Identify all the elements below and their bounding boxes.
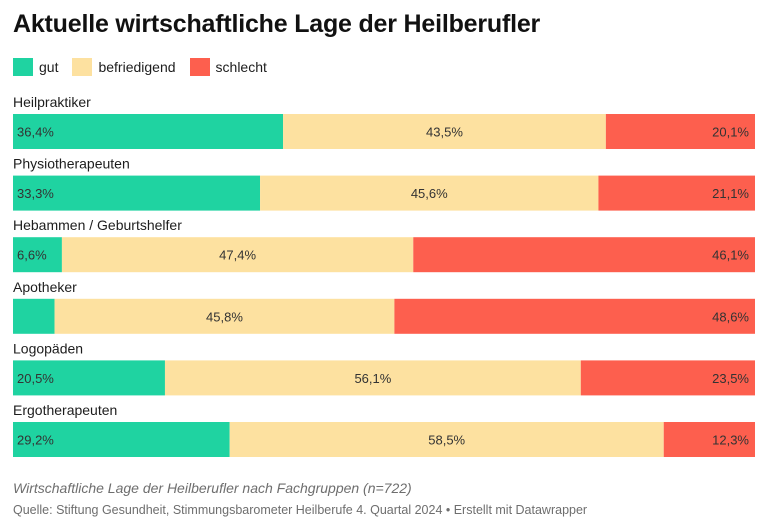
legend-label: schlecht xyxy=(215,59,267,75)
data-label: 21,1% xyxy=(712,186,749,201)
bar-segment-gut xyxy=(13,422,230,457)
bar-segment-befriedigend xyxy=(229,422,664,457)
bar-segment-gut xyxy=(13,175,261,211)
bar-segment-schlecht xyxy=(663,422,755,457)
bar-segment-schlecht xyxy=(580,360,755,396)
data-label: 56,1% xyxy=(354,371,391,386)
data-label: 43,5% xyxy=(426,125,463,140)
data-label: 23,5% xyxy=(712,371,749,386)
data-label: 12,3% xyxy=(712,433,749,448)
bar-segment-befriedigend xyxy=(283,114,606,149)
category-label: Heilpraktiker xyxy=(13,94,91,110)
bar-segment-gut xyxy=(13,360,165,396)
category-label: Hebammen / Geburtshelfer xyxy=(13,217,182,233)
bar-segment-gut xyxy=(13,237,62,273)
legend-label: befriedigend xyxy=(98,59,176,75)
data-label: 46,1% xyxy=(712,248,749,263)
bar-segment-gut xyxy=(13,114,284,149)
legend-label: gut xyxy=(39,59,59,75)
chart-source: Quelle: Stiftung Gesundheit, Stimmungsba… xyxy=(13,503,588,517)
data-label: 47,4% xyxy=(219,248,256,263)
data-label: 45,8% xyxy=(206,309,243,324)
bar-segment-gut xyxy=(13,298,55,334)
data-label: 20,1% xyxy=(712,125,749,140)
bar-segment-schlecht xyxy=(413,237,755,273)
bar-segment-befriedigend xyxy=(164,360,581,396)
legend-swatch xyxy=(13,58,33,76)
legend-swatch xyxy=(189,58,210,76)
stacked-bar-chart: Heilpraktiker 36,4% 43,5% 20,1% Physiotherap… xyxy=(13,94,755,457)
bar-segment-befriedigend xyxy=(260,175,599,211)
data-label: 29,2% xyxy=(17,433,54,448)
category-label: Apotheker xyxy=(13,279,77,295)
bar-segment-befriedigend xyxy=(54,298,395,334)
category-label: Physiotherapeuten xyxy=(13,156,130,172)
chart-description: Wirtschaftliche Lage der Heilberufler na… xyxy=(13,480,412,496)
bar-segment-befriedigend xyxy=(61,237,414,273)
data-label: 48,6% xyxy=(712,309,749,324)
bar-segment-schlecht xyxy=(598,175,755,211)
data-label: 6,6% xyxy=(17,248,47,263)
category-label: Ergotherapeuten xyxy=(13,402,117,418)
legend-swatch xyxy=(72,58,93,76)
data-label: 33,3% xyxy=(17,186,54,201)
chart-title: Aktuelle wirtschaftliche Lage der Heilbe… xyxy=(13,10,541,38)
data-label: 20,5% xyxy=(17,371,54,386)
bar-segment-schlecht xyxy=(394,298,755,334)
bar-segment-schlecht xyxy=(605,114,755,149)
category-label: Logopäden xyxy=(13,340,83,356)
data-label: 58,5% xyxy=(428,433,465,448)
legend: gut befriedigend schlecht xyxy=(13,57,281,77)
data-label: 36,4% xyxy=(17,125,54,140)
legend-item-schlecht: schlecht xyxy=(189,58,267,76)
legend-item-gut: gut xyxy=(13,58,58,76)
data-label: 45,6% xyxy=(411,186,448,201)
legend-item-befriedigend: befriedigend xyxy=(72,58,176,76)
